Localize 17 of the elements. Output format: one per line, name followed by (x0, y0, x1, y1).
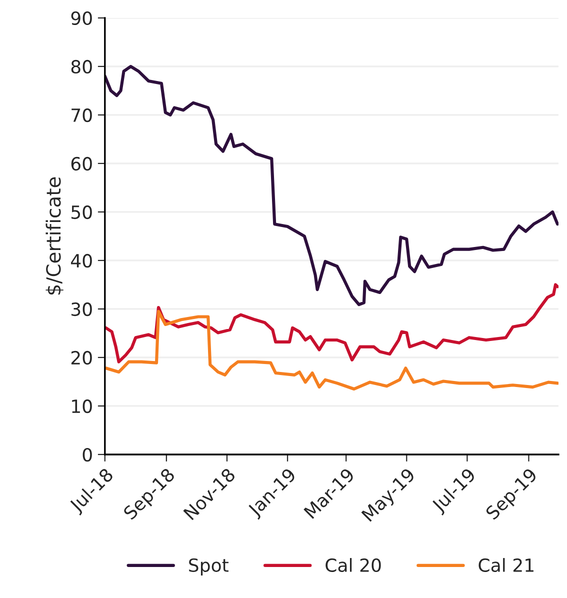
y-axis-title: $/Certificate (46, 177, 64, 295)
y-tick-label: 70 (72, 108, 92, 122)
line-series (104, 64, 558, 306)
legend-label: Cal 20 (326, 558, 381, 572)
legend-label: Cal 21 (478, 558, 534, 572)
y-tick-label: 10 (72, 399, 92, 414)
y-tick-label: 0 (82, 448, 92, 462)
legend-label: Spot (189, 558, 228, 576)
y-tick-label: 90 (71, 11, 92, 26)
y-tick-label: 60 (71, 156, 92, 171)
y-tick-label: 20 (71, 350, 92, 365)
y-tick-label: 40 (70, 254, 92, 268)
line-series (104, 283, 558, 364)
y-tick-label: 50 (72, 205, 92, 220)
y-tick-label: 80 (71, 60, 92, 74)
line-series (104, 310, 558, 391)
y-tick-label: 30 (71, 302, 92, 316)
